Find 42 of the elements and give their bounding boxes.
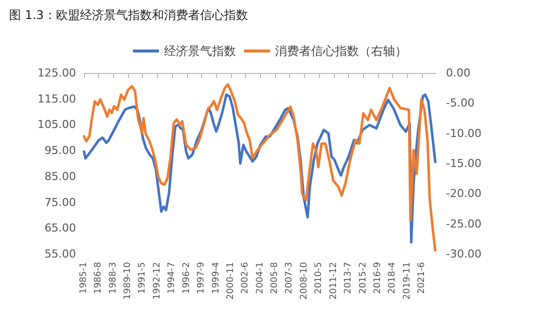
x-tick-label: 2016-9 xyxy=(372,262,383,294)
x-tick-label: 1999-4 xyxy=(211,262,222,294)
x-tick-label: 2000-11 xyxy=(226,262,236,300)
y-tick-label: 65.00 xyxy=(44,222,76,235)
x-tick-label: 2004-1 xyxy=(255,262,266,294)
y2-tick-label: -30.00 xyxy=(446,248,482,260)
x-tick-label: 2013-7 xyxy=(344,262,354,294)
x-tick-label: 2005-8 xyxy=(270,262,280,294)
x-tick-label: 2007-3 xyxy=(284,262,295,294)
x-tick-label: 2019-11 xyxy=(402,262,412,300)
x-tick-label: 1992-12 xyxy=(152,262,162,300)
y2-tick-label: 0.00 xyxy=(446,66,470,80)
x-tick-label: 1991-5 xyxy=(138,262,148,294)
y-tick-label: 115.00 xyxy=(38,92,76,106)
x-tick-label: 1996-2 xyxy=(182,262,192,294)
y-tick-label: 55.00 xyxy=(44,248,76,260)
x-tick-label: 2002-6 xyxy=(240,262,251,294)
x-tick-label: 2011-12 xyxy=(328,262,339,300)
x-tick-label: 2015-2 xyxy=(358,262,368,294)
legend-label: 消费者信心指数（右轴） xyxy=(275,44,407,58)
x-tick-label: 2010-5 xyxy=(314,262,324,294)
y-tick-label: 95.00 xyxy=(44,144,76,158)
y2-tick-label: -5.00 xyxy=(446,96,474,110)
x-tick-label: 1997-9 xyxy=(196,262,207,294)
legend-label: 经济景气指数 xyxy=(164,44,236,58)
y2-tick-label: -25.00 xyxy=(446,217,482,230)
y-tick-label: 125.00 xyxy=(38,66,76,80)
x-tick-label: 1986-8 xyxy=(94,262,104,294)
x-tick-label: 1988-3 xyxy=(108,262,118,294)
y-tick-label: 75.00 xyxy=(44,196,76,209)
y2-tick-label: -15.00 xyxy=(446,157,482,170)
y2-tick-label: -20.00 xyxy=(446,187,482,200)
x-tick-label: 1985-1 xyxy=(79,262,89,294)
y2-tick-label: -10.00 xyxy=(446,126,482,140)
x-tick-label: 2018-4 xyxy=(388,262,398,294)
x-tick-label: 2021-6 xyxy=(417,262,428,294)
y-tick-label: 85.00 xyxy=(44,170,76,183)
y-tick-label: 105.00 xyxy=(38,118,76,132)
x-tick-label: 1989-10 xyxy=(123,262,134,300)
x-tick-label: 2008-10 xyxy=(299,262,310,300)
chart-title: 图 1.3：欧盟经济景气指数和消费者信心指数 xyxy=(9,8,248,22)
x-tick-label: 1994-7 xyxy=(167,262,178,294)
